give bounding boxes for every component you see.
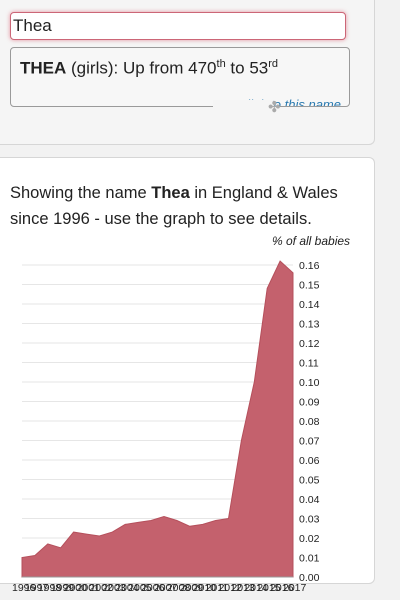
y-tick-label: 0.08 — [299, 416, 320, 428]
x-tick-label: 2014 — [244, 582, 268, 594]
data-point[interactable] — [200, 521, 206, 527]
y-tick-label: 0.00 — [299, 572, 320, 584]
data-point[interactable] — [109, 529, 115, 535]
x-tick-label: 1997 — [25, 582, 49, 594]
result-name: THEA — [20, 58, 67, 78]
x-tick-label: 2001 — [77, 582, 101, 594]
data-point[interactable] — [45, 541, 51, 547]
data-point[interactable] — [32, 553, 38, 559]
from-rank: 470 — [188, 58, 217, 78]
data-point[interactable] — [96, 533, 102, 539]
y-tick-label: 0.02 — [299, 533, 320, 545]
data-point[interactable] — [71, 529, 77, 535]
x-tick-label: 2012 — [218, 582, 242, 594]
data-point[interactable] — [277, 258, 283, 264]
y-tick-label: 0.04 — [299, 494, 320, 506]
to-rank-suffix: rd — [268, 58, 279, 70]
y-tick-label: 0.03 — [299, 514, 320, 526]
x-tick-label: 2003 — [102, 582, 126, 594]
x-tick-label: 2005 — [128, 582, 152, 594]
data-point[interactable] — [174, 517, 180, 523]
data-point[interactable] — [251, 379, 257, 385]
from-rank-suffix: th — [216, 58, 226, 70]
data-point[interactable] — [187, 523, 193, 529]
desc-name: Thea — [151, 184, 190, 202]
popularity-area — [21, 260, 294, 578]
x-tick-label: 1998 — [38, 582, 62, 594]
name-search-input[interactable] — [10, 12, 346, 40]
data-point[interactable] — [238, 438, 244, 444]
x-tick-label: 1999 — [51, 582, 75, 594]
data-point[interactable] — [148, 517, 154, 523]
data-point[interactable] — [19, 555, 25, 561]
x-tick-label: 2011 — [206, 582, 229, 594]
search-panel: THEA (girls): Up from 470th to 53rd copy… — [0, 0, 375, 145]
puzzle-piece-icon: ✤ — [268, 99, 281, 116]
y-tick-label: 0.13 — [299, 319, 320, 331]
to-rank: 53 — [249, 58, 269, 78]
x-tick-label: 2015 — [257, 582, 281, 594]
data-point[interactable] — [84, 531, 90, 537]
y-tick-label: 0.14 — [299, 299, 320, 311]
x-tick-label: 2016 — [270, 582, 294, 594]
data-point[interactable] — [58, 545, 64, 551]
y-tick-label: 0.10 — [299, 377, 320, 389]
data-point[interactable] — [225, 516, 231, 522]
desc-suffix: in England & Wales since 1996 - use the … — [10, 184, 338, 228]
x-tick-label: 2009 — [180, 582, 204, 594]
y-tick-label: 0.11 — [299, 358, 319, 370]
x-tick-label: 2002 — [89, 582, 113, 594]
data-point[interactable] — [122, 521, 128, 527]
y-tick-label: 0.16 — [299, 260, 320, 272]
x-tick-label: 2004 — [115, 582, 139, 594]
y-tick-label: 0.07 — [299, 436, 320, 448]
x-tick-label: 1996 — [12, 582, 36, 594]
data-point[interactable] — [290, 270, 296, 276]
result-summary: THEA (girls): Up from 470th to 53rd — [20, 58, 278, 79]
data-point[interactable] — [161, 514, 167, 520]
y-tick-label: 0.12 — [299, 338, 320, 350]
x-tick-label: 2017 — [283, 582, 307, 594]
x-tick-label: 2000 — [64, 582, 88, 594]
data-point[interactable] — [264, 285, 270, 291]
copy-link[interactable]: copy link to this name — [215, 97, 341, 107]
x-tick-label: 2008 — [167, 582, 191, 594]
result-gender: (girls) — [71, 58, 114, 78]
result-to-word: to — [225, 58, 250, 78]
y-tick-label: 0.15 — [299, 280, 320, 292]
data-point[interactable] — [135, 519, 141, 525]
result-box: THEA (girls): Up from 470th to 53rd copy… — [10, 47, 350, 107]
y-tick-label: 0.01 — [299, 553, 320, 565]
result-phrase: : Up from — [113, 58, 189, 78]
x-tick-label: 2013 — [231, 582, 255, 594]
x-tick-label: 2007 — [154, 582, 178, 594]
graph-description: Showing the name Thea in England & Wales… — [10, 180, 366, 232]
y-tick-label: 0.05 — [299, 475, 320, 487]
desc-prefix: Showing the name — [10, 184, 152, 202]
x-tick-label: 2010 — [193, 582, 217, 594]
y-tick-label: 0.06 — [299, 455, 320, 467]
data-point[interactable] — [213, 517, 219, 523]
result-box-gap — [213, 100, 273, 112]
x-tick-label: 2006 — [141, 582, 165, 594]
y-axis-caption: % of all babies — [272, 234, 351, 248]
graph-panel: Showing the name Thea in England & Wales… — [0, 157, 375, 584]
y-tick-label: 0.09 — [299, 397, 320, 409]
